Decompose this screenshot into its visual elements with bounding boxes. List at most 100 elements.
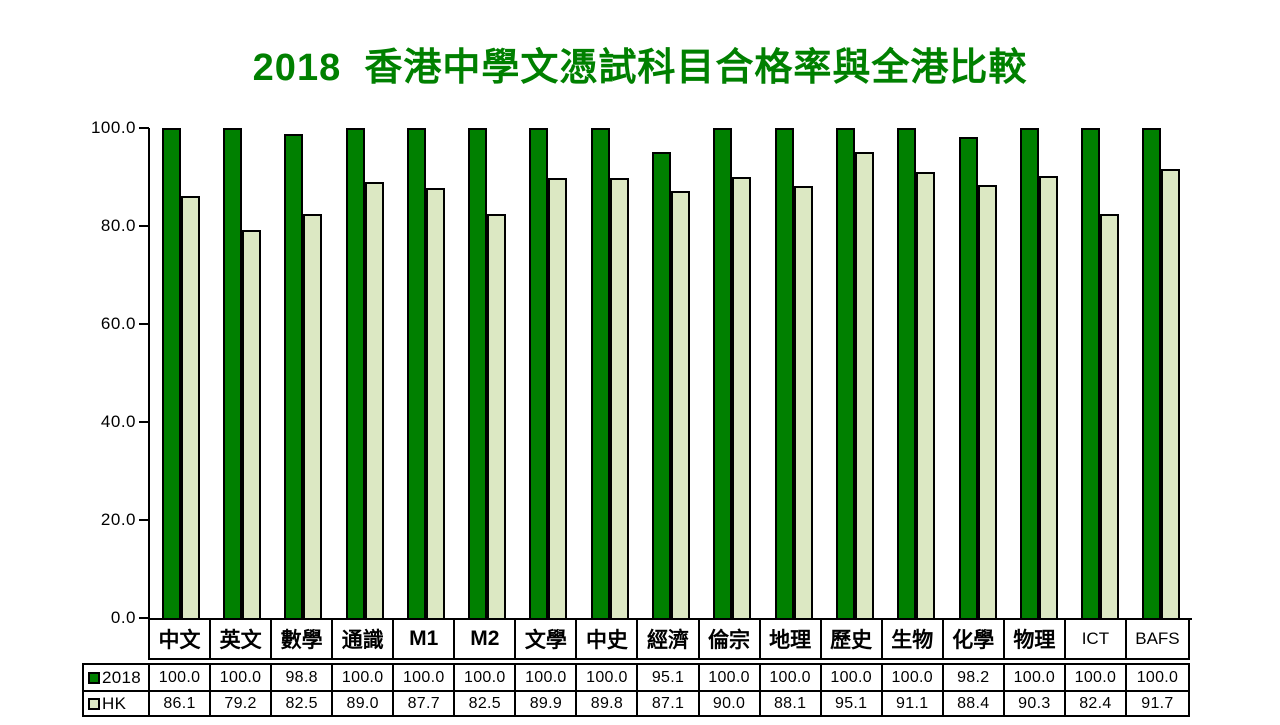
- bar-HK-倫宗: [732, 177, 752, 618]
- bar-2018-英文: [222, 128, 242, 618]
- category-label: 物理: [1005, 620, 1066, 658]
- y-tick-label: 60.0: [100, 314, 136, 333]
- value-cell-HK-中史: 89.8: [577, 690, 639, 715]
- y-tick-label: 40.0: [100, 412, 136, 431]
- bar-group: [763, 128, 824, 618]
- y-tick-mark: [139, 421, 149, 423]
- bar-2018-M1: [406, 128, 426, 618]
- category-label: 中文: [150, 620, 212, 658]
- bar-HK-歷史: [854, 152, 874, 618]
- y-tick-mark: [139, 617, 149, 619]
- y-tick-label: 20.0: [100, 510, 136, 529]
- value-cell-2018-數學: 98.8: [272, 665, 334, 690]
- value-cell-HK-經濟: 87.1: [638, 690, 700, 715]
- bar-group: [334, 128, 395, 618]
- bar-group: [702, 128, 763, 618]
- bar-2018-生物: [897, 128, 917, 618]
- bar-2018-數學: [284, 133, 304, 618]
- bar-HK-通識: [364, 181, 384, 618]
- category-label: 數學: [272, 620, 334, 658]
- value-cell-HK-M2: 82.5: [455, 690, 517, 715]
- value-cell-2018-地理: 100.0: [761, 665, 822, 690]
- value-cell-HK-ICT: 82.4: [1065, 690, 1127, 715]
- category-header-row: 中文 英文 數學 通識 M1 M2 文學 中史 經濟 倫宗 地理 歷史 生物 化學 物理 ICT BAFS: [148, 620, 1190, 660]
- y-tick-mark: [139, 127, 149, 129]
- bar-HK-ICT: [1100, 214, 1120, 618]
- bar-HK-生物: [916, 171, 936, 618]
- value-cell-2018-倫宗: 100.0: [700, 665, 761, 690]
- value-cell-HK-M1: 87.7: [394, 690, 456, 715]
- value-cell-HK-生物: 91.1: [882, 690, 944, 715]
- bar-2018-歷史: [835, 128, 855, 618]
- bar-HK-化學: [977, 184, 997, 618]
- value-cell-2018-中史: 100.0: [577, 665, 639, 690]
- category-label: ICT: [1066, 620, 1127, 658]
- y-tick-mark: [139, 225, 149, 227]
- value-cell-HK-中文: 86.1: [150, 690, 212, 715]
- bar-HK-M2: [487, 213, 507, 618]
- value-cell-HK-數學: 82.5: [272, 690, 334, 715]
- chart-title: 2018 香港中學文憑試科目合格率與全港比較: [252, 47, 1028, 89]
- category-label: 文學: [516, 620, 578, 658]
- bar-HK-中史: [609, 177, 629, 618]
- value-cell-HK-文學: 89.9: [516, 690, 578, 715]
- value-cell-2018-BAFS: 100.0: [1136, 668, 1179, 686]
- bar-2018-文學: [529, 128, 549, 618]
- bar-group: [824, 128, 885, 618]
- category-label: 中史: [577, 620, 639, 658]
- bar-group: [640, 128, 701, 618]
- bar-HK-文學: [548, 177, 568, 618]
- legend-swatch-HK-icon: [88, 697, 100, 710]
- bar-group: [1131, 128, 1192, 618]
- bar-group: [395, 128, 456, 618]
- value-cell-2018-M1: 100.0: [394, 665, 456, 690]
- bar-2018-通識: [345, 128, 365, 618]
- category-label: 化學: [944, 620, 1005, 658]
- value-cell-2018-生物: 100.0: [883, 665, 944, 690]
- value-cell-2018-通識: 100.0: [333, 665, 395, 690]
- bar-group: [1008, 128, 1069, 618]
- bar-group: [947, 128, 1008, 618]
- bar-2018-中史: [590, 128, 610, 618]
- bar-2018-ICT: [1081, 128, 1101, 618]
- bar-2018-地理: [774, 128, 794, 618]
- value-cell-2018-ICT: 100.0: [1066, 665, 1127, 690]
- bar-group: [150, 128, 211, 618]
- value-cell-2018-化學: 98.2: [944, 665, 1005, 690]
- category-label: 通識: [333, 620, 395, 658]
- value-cell-HK-通識: 89.0: [333, 690, 395, 715]
- category-label: BAFS: [1135, 629, 1180, 648]
- y-tick-label: 100.0: [90, 118, 136, 137]
- bar-HK-地理: [793, 186, 813, 618]
- bar-HK-經濟: [671, 191, 691, 618]
- y-axis-ticks: [139, 127, 149, 619]
- bar-group: [1069, 128, 1130, 618]
- bar-2018-化學: [958, 136, 978, 618]
- value-cell-HK-倫宗: 90.0: [699, 690, 761, 715]
- bar-2018-倫宗: [713, 128, 733, 618]
- value-cell-HK-地理: 88.1: [760, 690, 822, 715]
- data-table: 2018 100.0 100.0 98.8 100.0 100.0 100.0 100.0 10…: [82, 663, 1190, 717]
- value-cell-2018-經濟: 95.1: [638, 665, 700, 690]
- y-tick-mark: [139, 323, 149, 325]
- y-tick-mark: [139, 519, 149, 521]
- value-cell-2018-中文: 100.0: [150, 665, 212, 690]
- value-cell-HK-物理: 90.3: [1004, 690, 1066, 715]
- value-cell-2018-英文: 100.0: [211, 665, 273, 690]
- bar-group: [211, 128, 272, 618]
- legend-swatch-2018-icon: [88, 671, 100, 684]
- value-cell-2018-物理: 100.0: [1005, 665, 1066, 690]
- bar-HK-數學: [303, 213, 323, 618]
- value-cell-HK-化學: 88.4: [943, 690, 1005, 715]
- bar-group: [579, 128, 640, 618]
- bar-2018-M2: [468, 128, 488, 618]
- bar-group: [518, 128, 579, 618]
- plot-area: [148, 128, 1192, 620]
- category-label: 地理: [761, 620, 822, 658]
- bar-2018-BAFS: [1142, 128, 1162, 618]
- bar-HK-英文: [241, 229, 261, 618]
- value-cell-HK-BAFS: 91.7: [1126, 690, 1188, 715]
- legend-label: 2018: [102, 667, 142, 687]
- bar-group: [273, 128, 334, 618]
